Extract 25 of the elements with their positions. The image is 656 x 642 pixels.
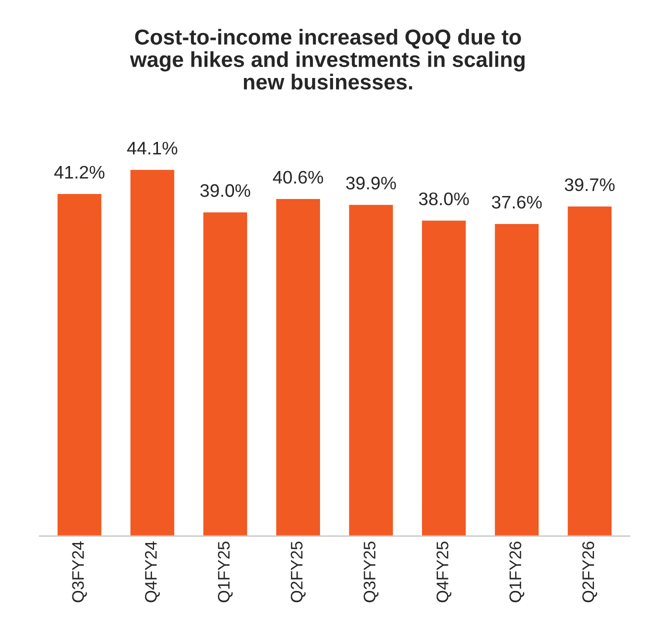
chart-title: Cost-to-income increased QoQ due to wage hikes and investments in scaling new businesses.: [130, 28, 525, 90]
x-tick-label: Q4FY25: [436, 542, 452, 602]
data-label: 40.6%: [272, 170, 324, 184]
x-tick-label: Q1FY26: [509, 542, 524, 602]
x-tick-label: Q2FY26: [582, 542, 598, 602]
bar: [129, 168, 176, 536]
bar: [56, 192, 103, 536]
x-tick-label: Q2FY25: [290, 542, 306, 602]
x-tick-label: Q1FY25: [218, 542, 233, 602]
bar: [566, 205, 613, 536]
data-label: 44.1%: [127, 142, 178, 154]
bar: [348, 203, 394, 536]
data-label: 39.0%: [200, 184, 250, 197]
data-label: 39.7%: [564, 178, 615, 192]
data-label: 39.9%: [346, 176, 396, 190]
bar: [202, 210, 249, 536]
x-tick-label: Q3FY25: [364, 542, 378, 602]
bar: [274, 198, 322, 536]
bar: [493, 222, 540, 536]
bar: [420, 219, 468, 536]
data-label: 37.6%: [492, 196, 542, 209]
x-tick-label: Q4FY24: [145, 541, 160, 602]
data-label: 41.2%: [54, 166, 104, 179]
x-tick-label: Q3FY24: [72, 541, 87, 602]
data-label: 38.0%: [418, 192, 469, 206]
